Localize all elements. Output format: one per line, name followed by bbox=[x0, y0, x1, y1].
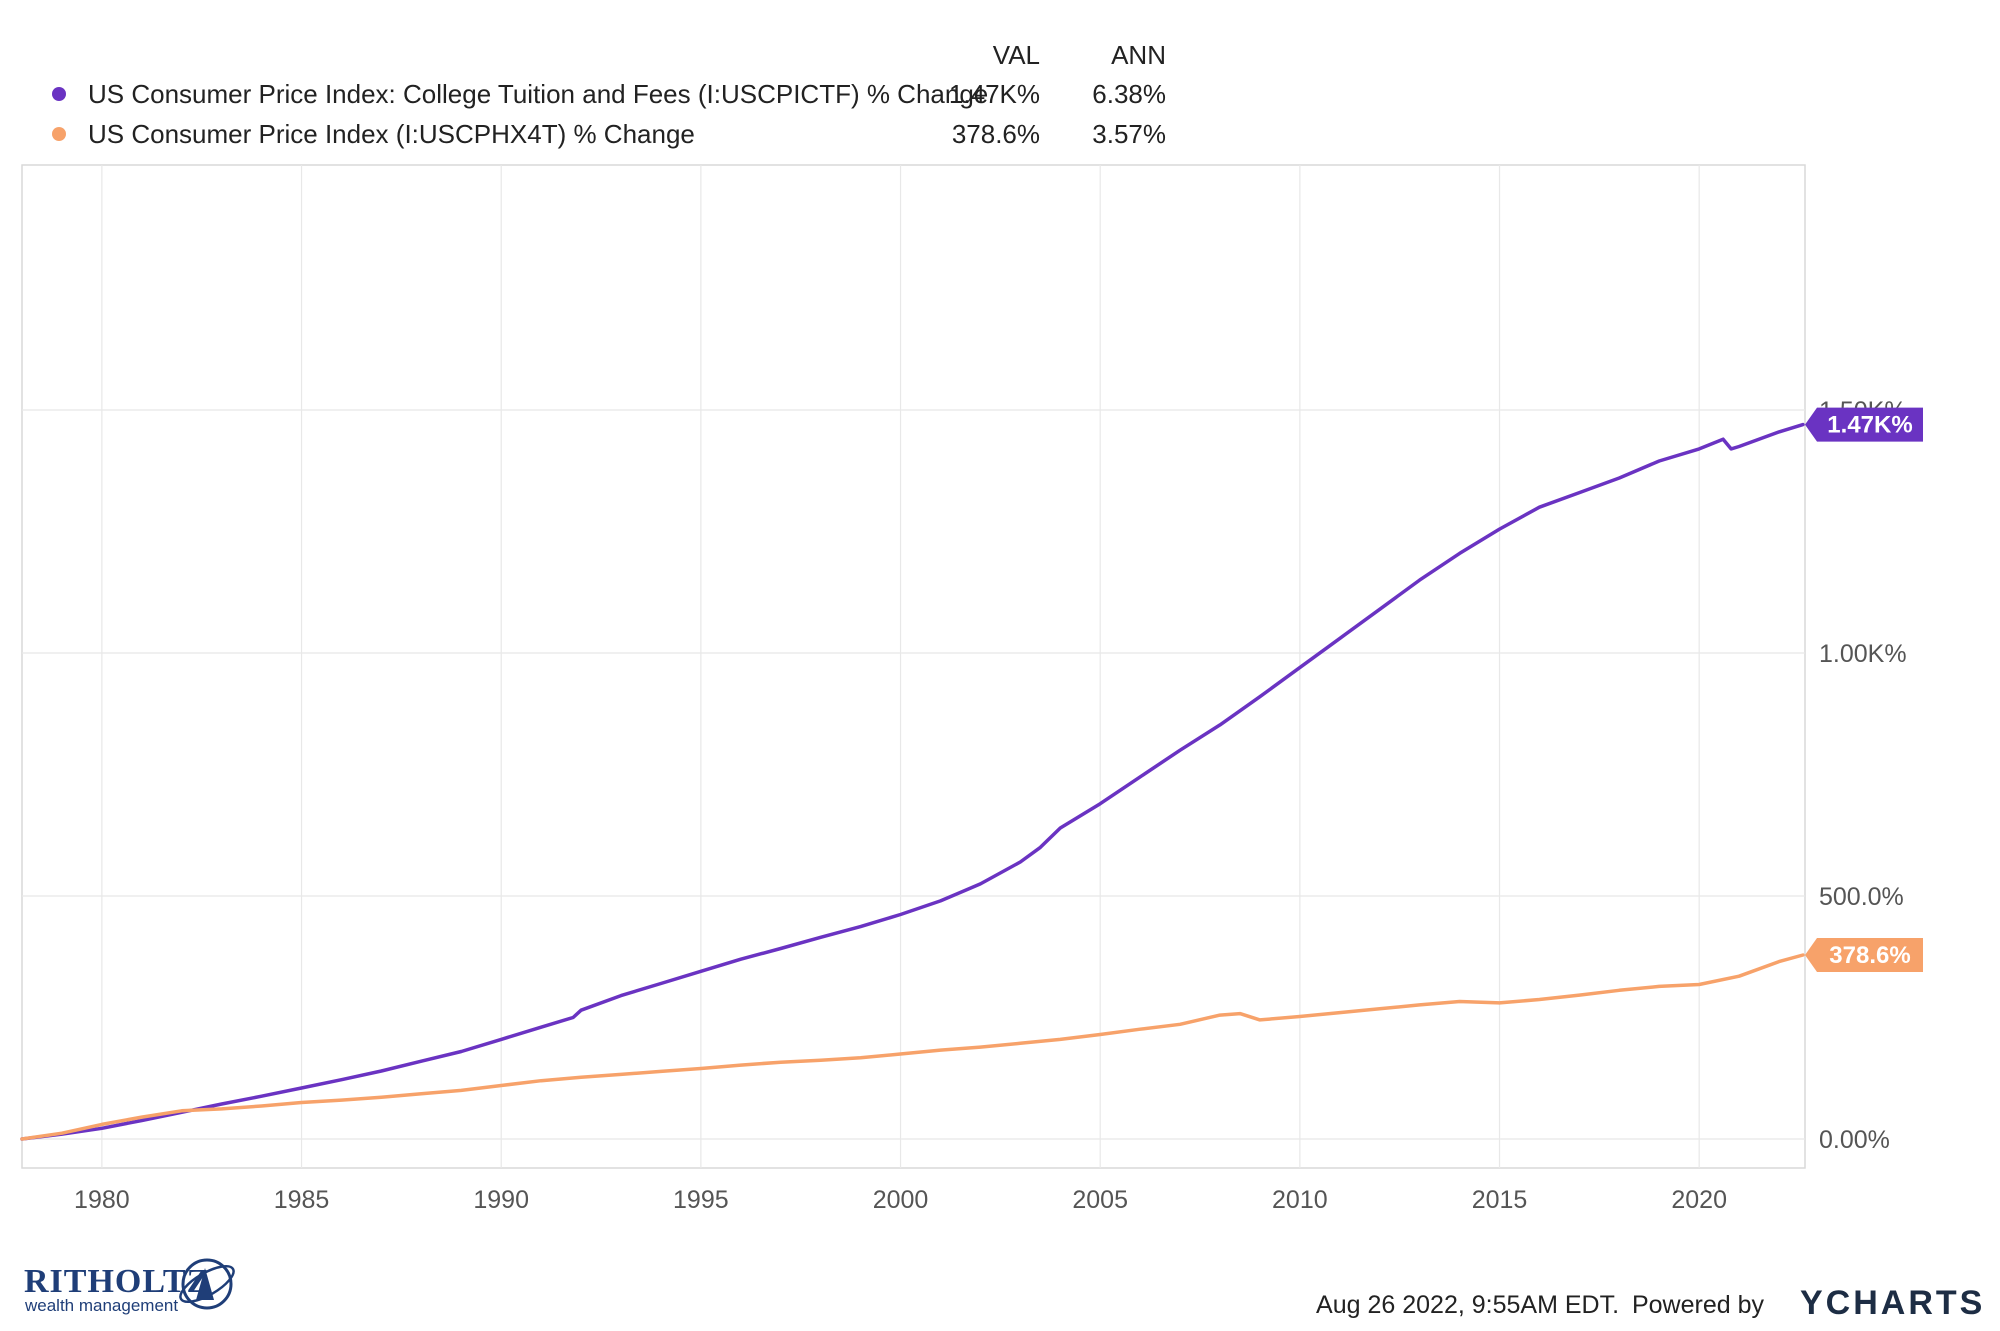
footer-powered-by: Powered by bbox=[1632, 1291, 1765, 1319]
ycharts-logo[interactable]: YCHARTS bbox=[1800, 1284, 1985, 1322]
x-tick-label: 1995 bbox=[673, 1186, 729, 1214]
legend-col-val: VAL bbox=[993, 40, 1040, 70]
x-tick-label: 2000 bbox=[873, 1186, 929, 1214]
y-gridlines bbox=[22, 409, 1805, 1140]
legend-val-cpi: 378.6% bbox=[952, 119, 1040, 149]
x-tick-label: 2005 bbox=[1072, 1186, 1128, 1214]
x-axis: 1980 1985 1990 1995 2000 2005 2010 2015 2020 bbox=[74, 1186, 1727, 1214]
legend-val-tuition: 1.47K% bbox=[949, 79, 1040, 109]
legend-row-tuition[interactable]: US Consumer Price Index: College Tuition… bbox=[52, 79, 1166, 109]
legend-row-cpi[interactable]: US Consumer Price Index (I:USCPHX4T) % C… bbox=[52, 119, 1166, 149]
x-gridlines bbox=[101, 165, 1700, 1168]
legend-dot-tuition bbox=[52, 87, 66, 101]
end-label-tag-1 bbox=[1805, 938, 1923, 973]
end-labels: 1.47K% 378.6% bbox=[1805, 407, 1923, 973]
series-layer bbox=[20, 422, 1805, 1141]
series-line-1[interactable] bbox=[20, 953, 1805, 1141]
legend-label-cpi: US Consumer Price Index (I:USCPHX4T) % C… bbox=[88, 119, 695, 149]
x-tick-label: 2010 bbox=[1272, 1186, 1328, 1214]
legend-label-tuition: US Consumer Price Index: College Tuition… bbox=[88, 79, 988, 109]
x-tick-label: 1990 bbox=[473, 1186, 529, 1214]
brand-subtitle: wealth management bbox=[24, 1296, 178, 1315]
footer-timestamp: Aug 26 2022, 9:55AM EDT. Powered by bbox=[1316, 1291, 1764, 1319]
plot-area bbox=[21, 164, 1806, 1169]
y-tick-label: 500.0% bbox=[1819, 883, 1904, 911]
end-label-text-1: 378.6% bbox=[1829, 942, 1910, 969]
globe-icon bbox=[179, 1258, 235, 1310]
x-tick-label: 2015 bbox=[1472, 1186, 1528, 1214]
end-label-text-0: 1.47K% bbox=[1827, 412, 1912, 439]
footer: RITHOLTZ wealth management Aug 26 2022, … bbox=[24, 1258, 1985, 1322]
legend-ann-cpi: 3.57% bbox=[1092, 119, 1166, 149]
legend-ann-tuition: 6.38% bbox=[1092, 79, 1166, 109]
footer-timestamp-text: Aug 26 2022, 9:55AM EDT. bbox=[1316, 1291, 1619, 1319]
legend: VAL ANN US Consumer Price Index: College… bbox=[52, 40, 1166, 149]
y-tick-label: 0.00% bbox=[1819, 1126, 1890, 1154]
x-tick-label: 1985 bbox=[274, 1186, 330, 1214]
ycharts-wordmark: YCHARTS bbox=[1800, 1284, 1985, 1322]
brand-name: RITHOLTZ bbox=[24, 1263, 210, 1300]
x-tick-label: 1980 bbox=[74, 1186, 130, 1214]
y-tick-label: 1.00K% bbox=[1819, 640, 1907, 668]
legend-col-ann: ANN bbox=[1111, 40, 1166, 70]
series-line-0[interactable] bbox=[20, 422, 1805, 1141]
legend-dot-cpi bbox=[52, 127, 66, 141]
y-axis: 0.00%500.0%1.00K%1.50K% bbox=[1819, 397, 1907, 1154]
end-label-tag-0 bbox=[1805, 407, 1923, 442]
x-tick-label: 2020 bbox=[1671, 1186, 1727, 1214]
ritholtz-logo: RITHOLTZ wealth management bbox=[24, 1258, 235, 1315]
